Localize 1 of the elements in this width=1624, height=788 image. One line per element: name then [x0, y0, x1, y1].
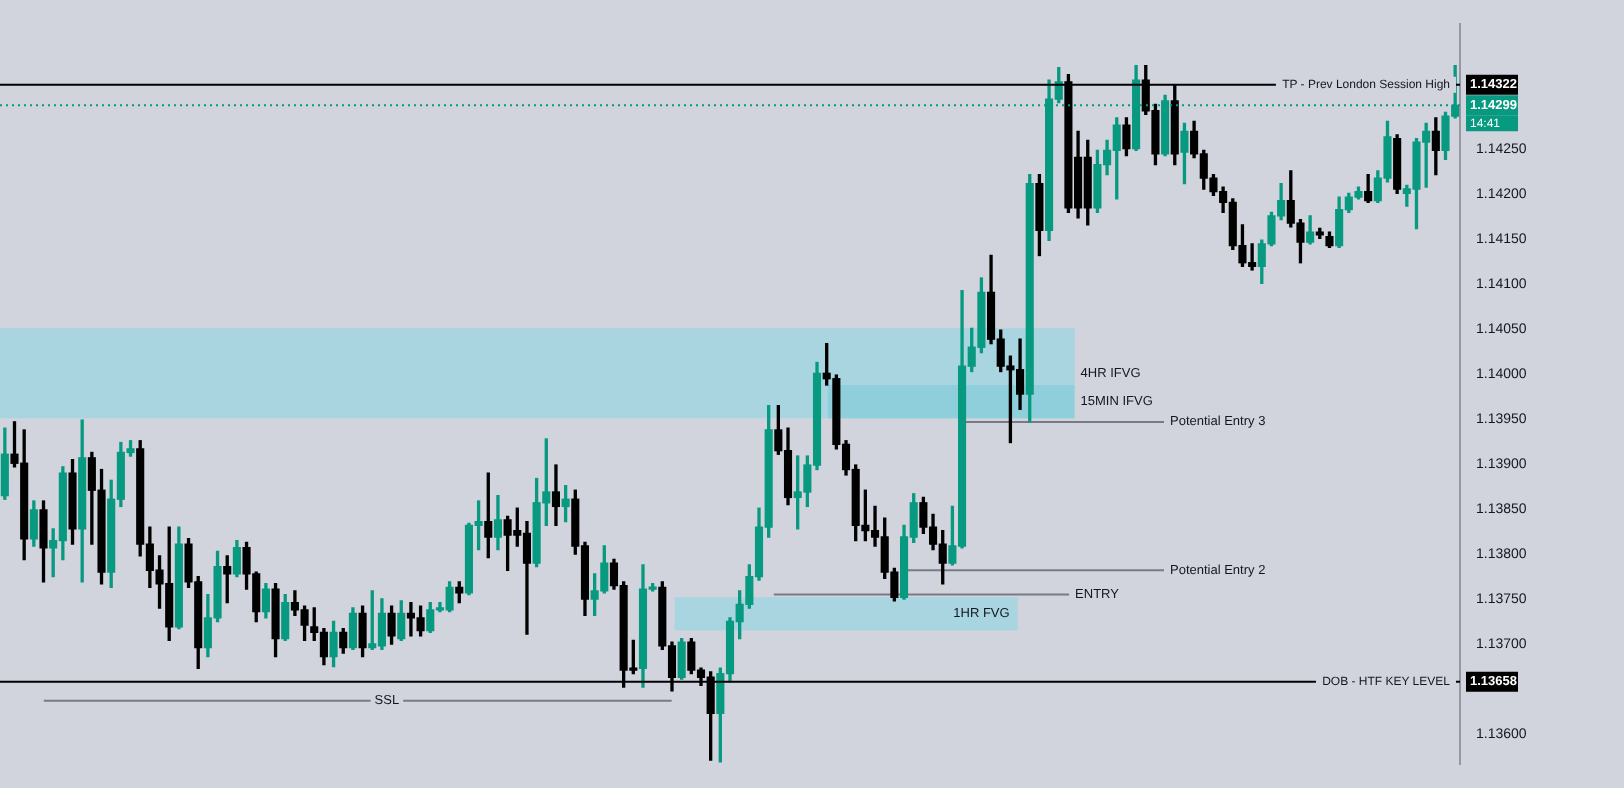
candlestick	[551, 464, 561, 526]
